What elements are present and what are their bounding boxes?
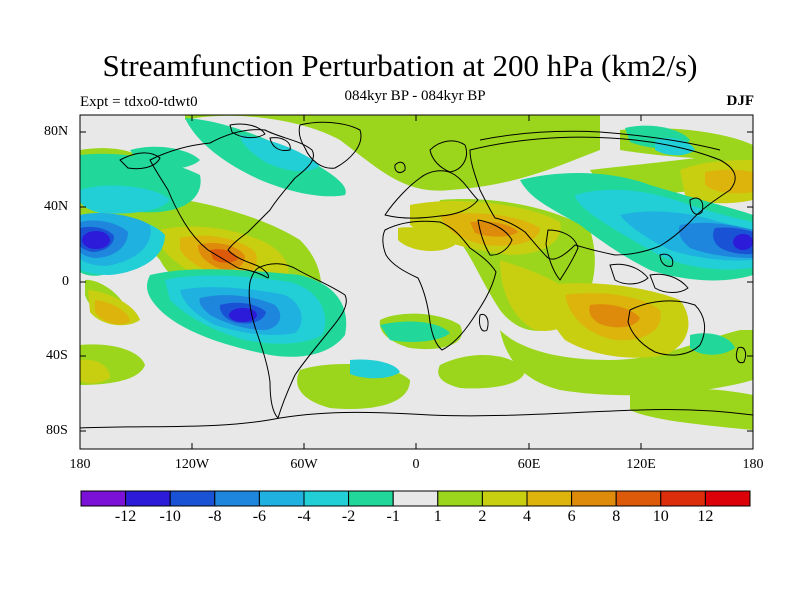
colorbar-label: -12 <box>114 508 137 525</box>
lat-label-40n: 40N <box>44 199 69 214</box>
colorbar-label: -6 <box>252 508 267 525</box>
colorbar-label: 1 <box>433 508 442 525</box>
colorbar-swatch <box>125 490 171 507</box>
colorbar-swatch <box>615 490 662 507</box>
lon-label-180w: 180 <box>69 457 91 472</box>
colorbar-swatch <box>348 490 394 507</box>
page-title: Streamfunction Perturbation at 200 hPa (… <box>102 48 698 83</box>
colorbar-label: -8 <box>208 508 222 525</box>
colorbar-label: 6 <box>567 508 576 525</box>
lat-ticks <box>80 131 753 432</box>
lat-label-80n: 80N <box>44 124 69 139</box>
period-label: 084kyr BP - 084kyr BP <box>344 88 486 104</box>
colorbar-label: -2 <box>341 508 356 525</box>
lat-label-40s: 40S <box>46 348 68 363</box>
experiment-label: Expt = tdxo0-tdwt0 <box>80 94 198 110</box>
colorbar <box>80 490 751 507</box>
lon-label-120e: 120E <box>626 457 656 472</box>
colorbar-label: -4 <box>297 508 311 525</box>
colorbar-label: 4 <box>523 508 531 525</box>
lon-label-60w: 60W <box>290 457 318 472</box>
colorbar-swatch <box>660 490 706 507</box>
colorbar-swatch <box>571 490 617 507</box>
colorbar-swatch <box>392 490 439 507</box>
lon-label-60e: 60E <box>517 457 541 472</box>
lat-label-80s: 80S <box>46 423 68 438</box>
lon-label-120w: 120W <box>174 457 210 472</box>
colorbar-label: 12 <box>697 508 714 525</box>
lon-label-0: 0 <box>412 457 420 472</box>
contour-field <box>80 115 753 449</box>
colorbar-swatch <box>481 490 528 507</box>
colorbar-label: 10 <box>652 508 669 525</box>
colorbar-swatch <box>80 490 127 507</box>
colorbar-label: 2 <box>478 508 487 525</box>
lon-label-180e: 180 <box>742 457 764 472</box>
colorbar-swatch <box>169 490 216 507</box>
colorbar-swatch <box>258 490 305 507</box>
colorbar-label: -10 <box>159 508 181 525</box>
lon-ticks <box>79 115 754 449</box>
colorbar-swatch <box>303 490 350 507</box>
lat-label-0: 0 <box>62 274 69 289</box>
colorbar-swatch <box>526 490 573 507</box>
colorbar-label: -1 <box>386 508 400 525</box>
colorbar-swatch <box>704 490 751 507</box>
season-label: DJF <box>726 93 755 109</box>
colorbar-swatch <box>437 490 483 507</box>
colorbar-swatch <box>214 490 260 507</box>
colorbar-label: 8 <box>612 508 621 525</box>
